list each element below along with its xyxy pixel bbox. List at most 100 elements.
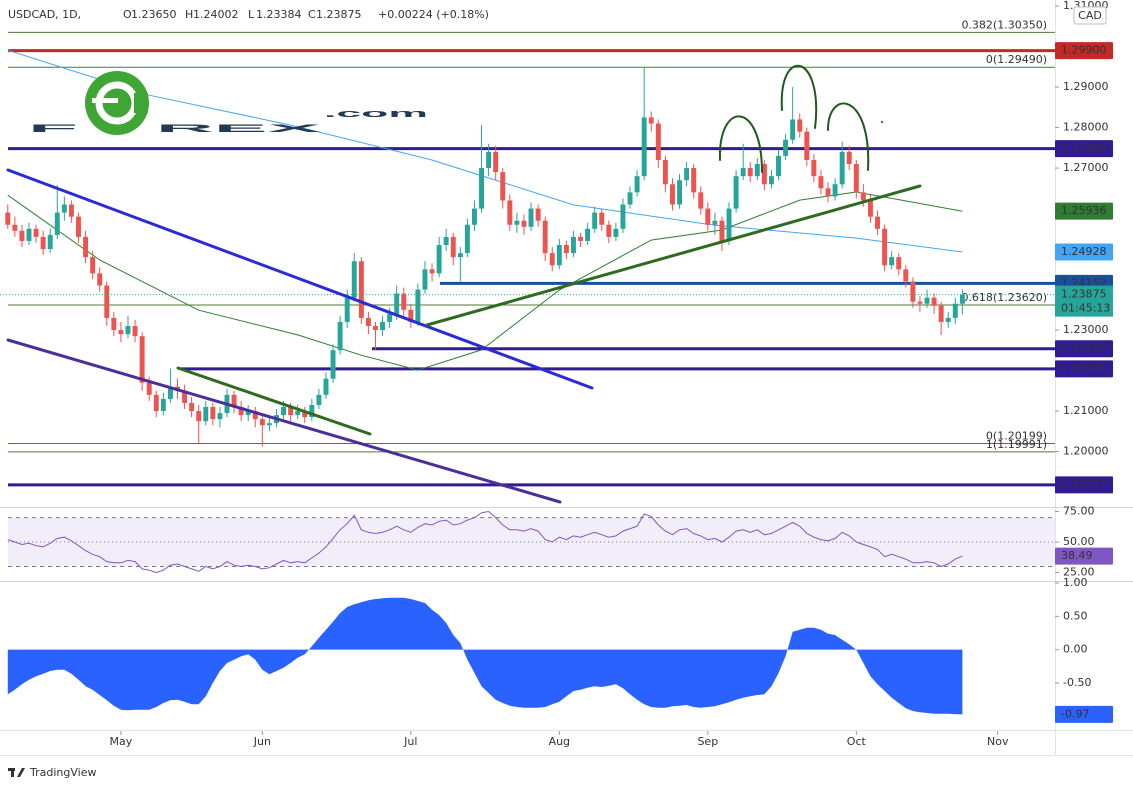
tv-icon xyxy=(17,768,25,777)
candle-body xyxy=(691,168,697,193)
candle-body xyxy=(26,228,32,241)
candle-body xyxy=(882,228,888,266)
ohlc-value: 1.23650 xyxy=(131,8,177,21)
plot-area: 0.382(1.30350) 0(1.29490) 0.618(1.23620) 0(… xyxy=(0,18,1055,715)
candle-body xyxy=(712,220,718,225)
candle-body xyxy=(804,131,810,160)
price-badge xyxy=(1055,140,1113,158)
candle-body xyxy=(97,273,103,286)
candle-body xyxy=(754,164,760,177)
price-badge xyxy=(1055,547,1113,565)
candle-body xyxy=(231,394,237,407)
candle-body xyxy=(761,164,767,185)
candle-body xyxy=(436,245,442,274)
candle-body xyxy=(302,411,308,418)
candle-body xyxy=(952,303,958,318)
candle-body xyxy=(705,208,711,225)
drawings xyxy=(6,64,922,504)
price-badge-label: -0.97 xyxy=(1061,707,1089,720)
candle-body xyxy=(104,285,110,318)
y-tick-label: 75.00 xyxy=(1063,505,1095,518)
candle-body xyxy=(797,119,803,132)
candle-body xyxy=(429,269,435,274)
candle-body xyxy=(252,411,258,420)
candle-body xyxy=(401,293,407,310)
candle-body xyxy=(358,261,364,318)
x-tick-label: Aug xyxy=(549,735,570,748)
candle-body xyxy=(33,228,39,237)
candle-body xyxy=(542,220,548,254)
logo-o-bar xyxy=(92,98,118,103)
countdown: 01:45:13 xyxy=(1061,302,1110,315)
candle-body xyxy=(938,305,944,322)
price-badge-label: 1.22041 xyxy=(1061,362,1107,375)
y-tick-label: 50.00 xyxy=(1063,535,1095,548)
y-tick-label: 1.21000 xyxy=(1063,404,1109,417)
candle-body xyxy=(549,253,555,266)
candle-body xyxy=(627,192,633,205)
candle-body xyxy=(54,212,60,235)
candle-body xyxy=(853,164,859,193)
candle-body xyxy=(479,168,485,209)
logo-text: F xyxy=(28,123,80,135)
price-badge xyxy=(1055,202,1113,220)
price-badge xyxy=(1055,42,1113,60)
candle-body xyxy=(76,216,81,237)
x-tick-label: Sep xyxy=(697,735,718,748)
y-tick-label: 1.28000 xyxy=(1063,121,1109,134)
candle-body xyxy=(592,212,598,229)
candle-body xyxy=(90,257,96,274)
y-tick-label: 1.27000 xyxy=(1063,161,1109,174)
trendline xyxy=(6,338,562,504)
candle-body xyxy=(648,117,654,124)
candle-body xyxy=(783,139,789,156)
candle-body xyxy=(578,236,584,241)
fib-label: 0.618(1.23620) xyxy=(961,291,1047,304)
candle-body xyxy=(889,257,895,266)
candle-body xyxy=(132,326,138,337)
candle-body xyxy=(153,394,159,412)
moving-average xyxy=(7,191,963,371)
candle-body xyxy=(160,398,166,412)
candle-body xyxy=(655,123,661,160)
candle-body xyxy=(860,192,866,201)
footer-text: TradingView xyxy=(29,766,96,779)
candle-body xyxy=(118,330,124,335)
candle-body xyxy=(189,402,195,412)
price-badge-label: 1.23875 xyxy=(1061,288,1107,301)
price-badge xyxy=(1055,476,1113,494)
trendline xyxy=(6,168,594,390)
price-badge-label: 38.49 xyxy=(1061,549,1093,562)
candle-body xyxy=(535,208,541,221)
candle-body xyxy=(867,200,873,217)
price-badge-label: 1.19177 xyxy=(1061,478,1107,491)
ohlc-key: C xyxy=(308,8,316,21)
candle-body xyxy=(288,406,294,416)
trendline xyxy=(425,184,922,327)
candle-body xyxy=(316,394,322,405)
candle-body xyxy=(471,208,477,225)
candle-body xyxy=(182,390,188,403)
logo-o-gap xyxy=(134,93,148,113)
fib-label: 0(1.29490) xyxy=(986,53,1047,66)
candle-body xyxy=(521,220,527,227)
candle-body xyxy=(323,378,329,395)
trendline xyxy=(176,366,372,436)
candle-body xyxy=(40,236,46,250)
price-badge-label: 1.29900 xyxy=(1061,44,1107,57)
candle-body xyxy=(486,151,492,169)
candle-body xyxy=(295,411,301,416)
candle-body xyxy=(61,204,67,213)
candle-body xyxy=(351,261,357,298)
candle-body xyxy=(662,159,668,185)
dot xyxy=(881,121,883,123)
price-badge-label: 1.24928 xyxy=(1061,245,1107,258)
y-tick-label: 1.23000 xyxy=(1063,323,1109,336)
candle-body xyxy=(5,212,11,225)
candle-body xyxy=(641,117,647,177)
candle-body xyxy=(507,200,513,225)
candle-body xyxy=(556,245,562,266)
candle-body xyxy=(620,204,626,229)
x-tick-label: May xyxy=(110,735,133,748)
candle-body xyxy=(19,230,25,241)
